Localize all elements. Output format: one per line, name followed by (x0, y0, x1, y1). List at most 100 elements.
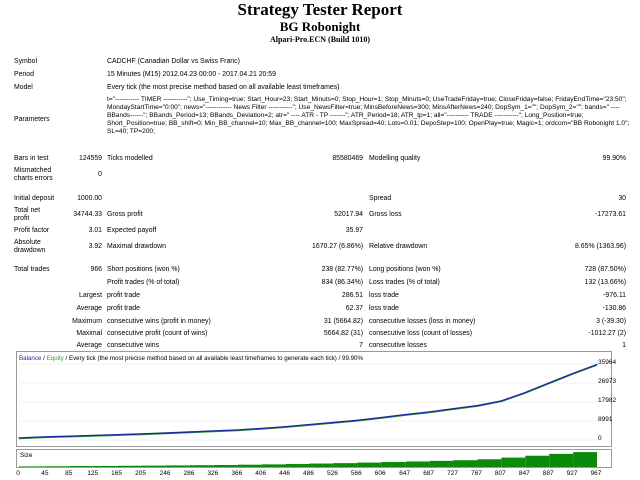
x-tick-label: 526 (326, 470, 338, 477)
x-tick-label: 165 (111, 470, 123, 477)
balance-point (213, 430, 215, 432)
avg-losses-value: 1 (622, 342, 626, 349)
balance-point (405, 414, 407, 416)
size-bar (501, 457, 526, 467)
maximal-profit-label: consecutive profit (count of wins) (107, 330, 208, 337)
payoff-value: 35.97 (345, 227, 363, 234)
x-tick-label: 45 (41, 470, 49, 477)
x-tick-label: 647 (399, 470, 411, 477)
expert-name: BG Robonight (279, 19, 361, 34)
reldd-label: Relative drawdown (369, 243, 428, 250)
size-bar (525, 455, 550, 467)
size-bar (237, 464, 262, 467)
maxdd-value: 1670.27 (6.86%) (312, 243, 363, 250)
balance-point (548, 382, 550, 384)
balance-point (380, 416, 382, 419)
short-label: Short positions (won %) (107, 266, 180, 273)
maxdd-label: Maximal drawdown (107, 243, 166, 250)
absdd-value: 3.92 (88, 243, 102, 250)
mismatch-label-1: Mismatched (14, 167, 52, 174)
maximal-loss-label: consecutive loss (count of losses) (369, 330, 473, 337)
parameters-value: t="----------- TIMER -----------"; Use_T… (107, 96, 630, 135)
balance-point (429, 411, 431, 413)
max-losses-value: 3 (-39.30) (596, 318, 626, 325)
y-tick-label: 26973 (598, 378, 617, 385)
grossprofit-label: Gross profit (107, 211, 143, 218)
balance-point (596, 363, 598, 366)
balance-point (165, 432, 167, 434)
grossloss-value: -17273.61 (594, 211, 626, 218)
size-bar (453, 460, 478, 467)
size-bar (309, 463, 334, 467)
balance-point (140, 433, 143, 435)
quality-value: 99.90% (602, 155, 626, 162)
profit-trades-label: Profit trades (% of total) (107, 279, 180, 286)
maximum-label: Maximum (72, 318, 102, 325)
balance-point (189, 431, 191, 433)
absdd-label-1: Absolute (14, 239, 41, 246)
maximal-label: Maximal (76, 330, 102, 337)
max-wins-value: 31 (5664.82) (323, 318, 363, 325)
size-bar (477, 459, 502, 467)
legend-balance: Balance (19, 355, 42, 362)
size-chart: Size (16, 449, 612, 468)
legend-equity: Equity (46, 355, 64, 362)
balance-point (117, 434, 119, 436)
chart-plot (18, 363, 598, 441)
x-tick-label: 847 (518, 470, 530, 477)
balance-point (332, 421, 335, 424)
balance-chart: Balance / Equity / Every tick (the most … (16, 351, 612, 447)
balance-point (572, 372, 574, 375)
balance-point (356, 419, 358, 421)
size-bar (357, 462, 382, 467)
size-plot (19, 452, 597, 467)
size-bar (381, 461, 406, 467)
x-tick-label: 767 (471, 470, 482, 477)
avg-profit-label: profit trade (107, 305, 140, 312)
grossprofit-value: 52017.94 (334, 211, 363, 218)
ticks-label: Ticks modelled (107, 155, 153, 162)
symbol-label: Symbol (14, 58, 37, 65)
x-tick-label: 246 (159, 470, 171, 477)
size-bar (405, 461, 430, 467)
balance-point (261, 427, 263, 429)
mismatch-label-2: charts errors (14, 175, 53, 182)
quality-label: Modelling quality (369, 155, 421, 162)
avg-loss-value: -130.86 (602, 305, 626, 312)
maximal-profit-value: 5664.82 (31) (323, 330, 363, 337)
balance-point (524, 391, 526, 394)
size-label: Size (20, 452, 33, 459)
max-wins-label: consecutive wins (profit in money) (107, 318, 211, 325)
x-tick-label: 85 (65, 470, 73, 477)
balance-point (476, 404, 479, 407)
balance-point (18, 437, 20, 439)
avg-wins-value: 7 (359, 342, 363, 349)
grossloss-label: Gross loss (369, 211, 402, 218)
balance-point (500, 400, 502, 402)
spread-label: Spread (369, 195, 392, 202)
pf-value: 3.01 (88, 227, 102, 234)
x-tick-label: 566 (350, 470, 362, 477)
size-bar (117, 465, 142, 467)
loss-trades-label: Loss trades (% of total) (369, 279, 440, 286)
x-tick-label: 125 (87, 470, 99, 477)
chart-legend: Balance / Equity / Every tick (the most … (19, 355, 363, 363)
largest-loss-label: loss trade (369, 292, 399, 299)
loss-trades-value: 132 (13.66%) (584, 279, 626, 286)
size-bar (166, 465, 190, 467)
maximal-loss-value: -1012.27 (2) (588, 330, 626, 337)
x-tick-label: 486 (303, 470, 314, 477)
x-tick-label: 606 (374, 470, 386, 477)
balance-point (45, 436, 47, 438)
legend-sep: / (43, 355, 45, 362)
bars-label: Bars in test (14, 155, 49, 162)
model-label: Model (14, 84, 33, 91)
avg-losses-label: consecutive losses (369, 342, 427, 349)
balance-point (237, 429, 239, 431)
x-tick-label: 0 (16, 470, 20, 477)
balance-point (308, 423, 311, 426)
size-bar (285, 463, 310, 467)
x-tick-label: 727 (447, 470, 458, 477)
mismatch-value: 0 (98, 171, 102, 178)
trades-label: Total trades (14, 266, 50, 273)
